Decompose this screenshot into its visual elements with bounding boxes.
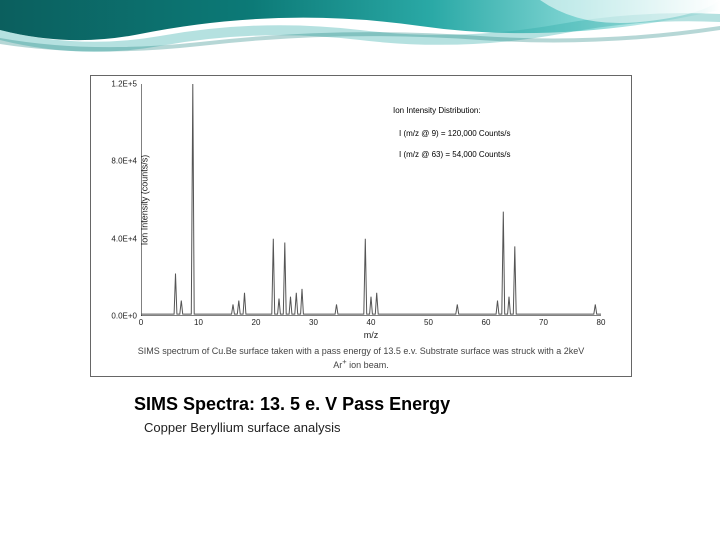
- x-tick-label: 30: [309, 318, 318, 327]
- annotation-title: Ion Intensity Distribution:: [393, 106, 481, 115]
- x-tick-label: 50: [424, 318, 433, 327]
- x-tick-label: 40: [367, 318, 376, 327]
- page-subtitle: Copper Beryllium surface analysis: [144, 420, 341, 435]
- x-tick-label: 0: [139, 318, 143, 327]
- annotation-line-1: I (m/z @ 9) = 120,000 Counts/s: [399, 129, 511, 138]
- figure-caption: SIMS spectrum of Cu.Be surface taken wit…: [91, 345, 631, 372]
- caption-text-c: ion beam.: [347, 360, 389, 370]
- x-axis-label: m/z: [364, 330, 379, 340]
- caption-text-a: SIMS spectrum of Cu.Be surface taken wit…: [138, 346, 585, 356]
- y-tick-label: 0.0E+0: [111, 312, 137, 321]
- x-tick-label: 80: [597, 318, 606, 327]
- spectrum-line: [141, 84, 601, 316]
- x-tick-label: 20: [252, 318, 261, 327]
- x-tick-label: 70: [539, 318, 548, 327]
- x-tick-label: 60: [482, 318, 491, 327]
- chart-plot-area: Ion Intensity (counts/s) m/z 0.0E+04.0E+…: [141, 84, 601, 316]
- x-tick-label: 10: [194, 318, 203, 327]
- caption-text-b: Ar: [333, 360, 342, 370]
- y-tick-label: 1.2E+5: [111, 80, 137, 89]
- annotation-line-2: I (m/z @ 63) = 54,000 Counts/s: [399, 150, 511, 159]
- banner-swoosh: [0, 0, 720, 54]
- y-tick-label: 4.0E+4: [111, 234, 137, 243]
- chart-frame: Ion Intensity (counts/s) m/z 0.0E+04.0E+…: [90, 75, 632, 377]
- page-title: SIMS Spectra: 13. 5 e. V Pass Energy: [134, 394, 450, 415]
- y-tick-label: 8.0E+4: [111, 157, 137, 166]
